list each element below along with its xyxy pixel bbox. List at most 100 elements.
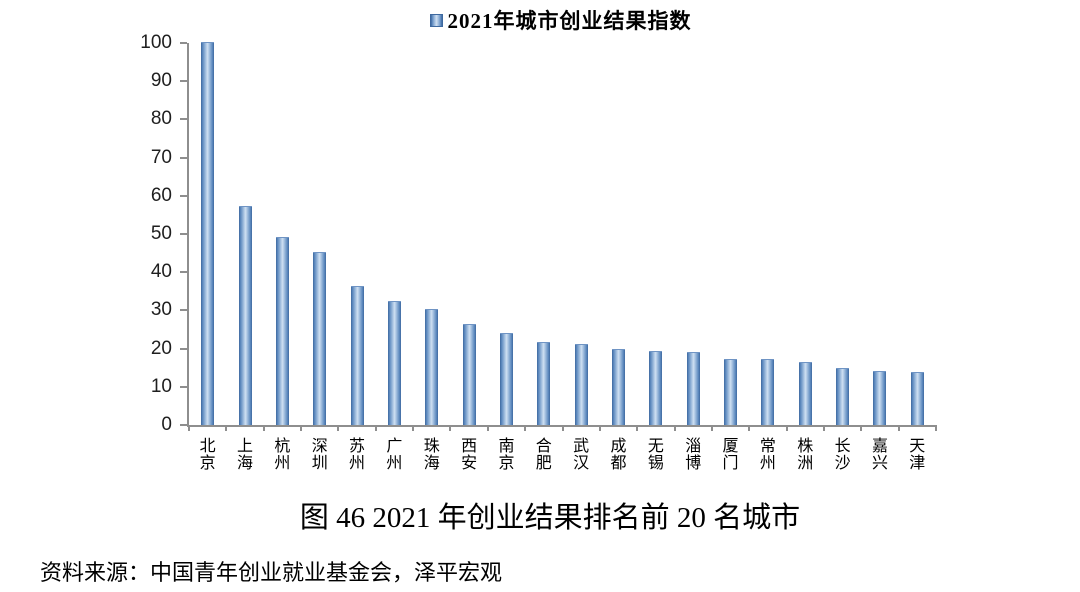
x-axis-label-char: 洲 [797, 455, 814, 472]
y-axis-tick-label: 30 [150, 299, 172, 321]
x-axis-tick [598, 425, 601, 431]
x-axis-category-label: 上海 [228, 438, 262, 472]
x-axis-category-label: 深圳 [303, 438, 337, 472]
bar-北京 [201, 42, 215, 425]
x-axis-label-char: 西 [461, 438, 478, 455]
x-axis-category-label: 合肥 [527, 438, 561, 472]
x-axis-category-label: 天津 [900, 438, 934, 472]
bar-slot [488, 43, 525, 425]
x-axis-category-label: 广州 [377, 438, 411, 472]
x-axis-tick [188, 425, 190, 431]
x-axis-tick [300, 425, 303, 431]
bar-上海 [238, 206, 252, 425]
x-axis-label-char: 州 [759, 455, 776, 472]
bar-苏州 [350, 286, 364, 425]
bar-无锡 [649, 351, 663, 425]
x-axis-category-label: 厦门 [714, 438, 748, 472]
y-axis-tick [180, 156, 187, 159]
bar-slot [600, 43, 637, 425]
y-axis-tick-label: 50 [150, 223, 172, 244]
x-axis-tick [748, 425, 751, 431]
y-axis-tick [180, 233, 187, 235]
x-axis-label-char: 武 [573, 438, 590, 455]
bar-珠海 [425, 309, 439, 425]
x-axis-tick [374, 425, 377, 431]
x-axis-category-label: 成都 [602, 438, 636, 472]
bar-厦门 [724, 358, 738, 425]
x-axis-label-char: 州 [386, 455, 403, 472]
x-axis-label-char: 常 [759, 438, 776, 455]
figure-caption: 图 46 2021 年创业结果排名前 20 名城市 [299, 502, 801, 534]
x-axis-label-char: 广 [386, 438, 403, 455]
x-axis-category-label: 长沙 [826, 438, 860, 472]
y-axis-tick [180, 118, 187, 121]
x-axis-label-char: 南 [498, 438, 515, 455]
bar-slot [376, 43, 413, 425]
y-axis-tick-label: 60 [150, 184, 172, 206]
bar-嘉兴 [873, 371, 887, 425]
x-axis-label-char: 州 [349, 455, 366, 472]
x-axis-category-label: 武汉 [564, 438, 598, 472]
bar-slot [226, 43, 263, 425]
bar-slot [301, 43, 338, 425]
x-axis-label-char: 州 [274, 455, 291, 472]
y-axis-tick [180, 309, 187, 312]
x-axis-label-char: 海 [237, 455, 254, 472]
x-axis-label-char: 合 [535, 438, 552, 455]
bar-常州 [761, 359, 775, 425]
x-axis-tick [412, 425, 415, 431]
y-axis-tick [180, 42, 187, 44]
x-axis-label-char: 上 [237, 438, 254, 455]
x-axis-category-label: 株洲 [788, 438, 822, 472]
x-axis-category-label: 苏州 [340, 438, 374, 472]
bar-西安 [462, 323, 476, 425]
y-axis-tick-label: 20 [150, 337, 172, 359]
x-axis-category-label: 嘉兴 [863, 438, 897, 472]
bar-天津 [910, 372, 924, 425]
bar-slot [824, 43, 861, 425]
bar-slot [749, 43, 786, 425]
x-axis-label-char: 长 [834, 438, 851, 455]
x-axis-label-char: 海 [423, 455, 440, 472]
bar-slot [450, 43, 487, 425]
x-axis-label-char: 京 [498, 455, 515, 472]
bar-株洲 [798, 362, 812, 425]
x-axis-tick [860, 425, 863, 431]
y-axis-tick-label: 70 [150, 146, 172, 168]
x-axis-label-char: 兴 [871, 455, 888, 472]
x-axis-label-char: 圳 [311, 455, 328, 472]
y-axis-tick-label: 100 [140, 32, 172, 53]
x-axis-label-char: 嘉 [871, 438, 888, 455]
x-axis-label-char: 成 [610, 438, 627, 455]
x-axis-tick [636, 425, 639, 431]
bar-slot [264, 43, 301, 425]
y-axis-tick [180, 80, 187, 83]
bar-slot [563, 43, 600, 425]
x-axis-label-char: 苏 [349, 438, 366, 455]
bar-slot [787, 43, 824, 425]
x-axis-label-char: 淄 [685, 438, 702, 455]
bar-slot [189, 42, 226, 425]
x-axis-tick [524, 425, 527, 431]
x-axis-label-char: 珠 [423, 438, 440, 455]
x-axis-label-char: 门 [722, 455, 739, 472]
x-axis-tick [561, 425, 564, 431]
bar-slot [413, 43, 450, 425]
x-axis-tick [710, 425, 713, 431]
bar-slot [525, 43, 562, 425]
legend-label: 2021年城市创业结果指数 [447, 9, 692, 33]
bar-slot [712, 43, 749, 425]
x-axis-label-char: 津 [909, 455, 926, 472]
x-axis-tick [337, 425, 340, 431]
bar-slot [675, 43, 712, 425]
y-axis-tick [180, 271, 187, 274]
x-axis-label-char: 汉 [573, 455, 590, 472]
bar-成都 [612, 348, 626, 425]
x-axis-tick [822, 425, 825, 431]
x-axis-category-label: 西安 [452, 438, 486, 472]
bar-slot [899, 43, 936, 425]
x-axis-tick [673, 425, 676, 431]
y-axis-tick-label: 0 [161, 414, 172, 435]
x-axis-category-label: 淄博 [676, 438, 710, 472]
